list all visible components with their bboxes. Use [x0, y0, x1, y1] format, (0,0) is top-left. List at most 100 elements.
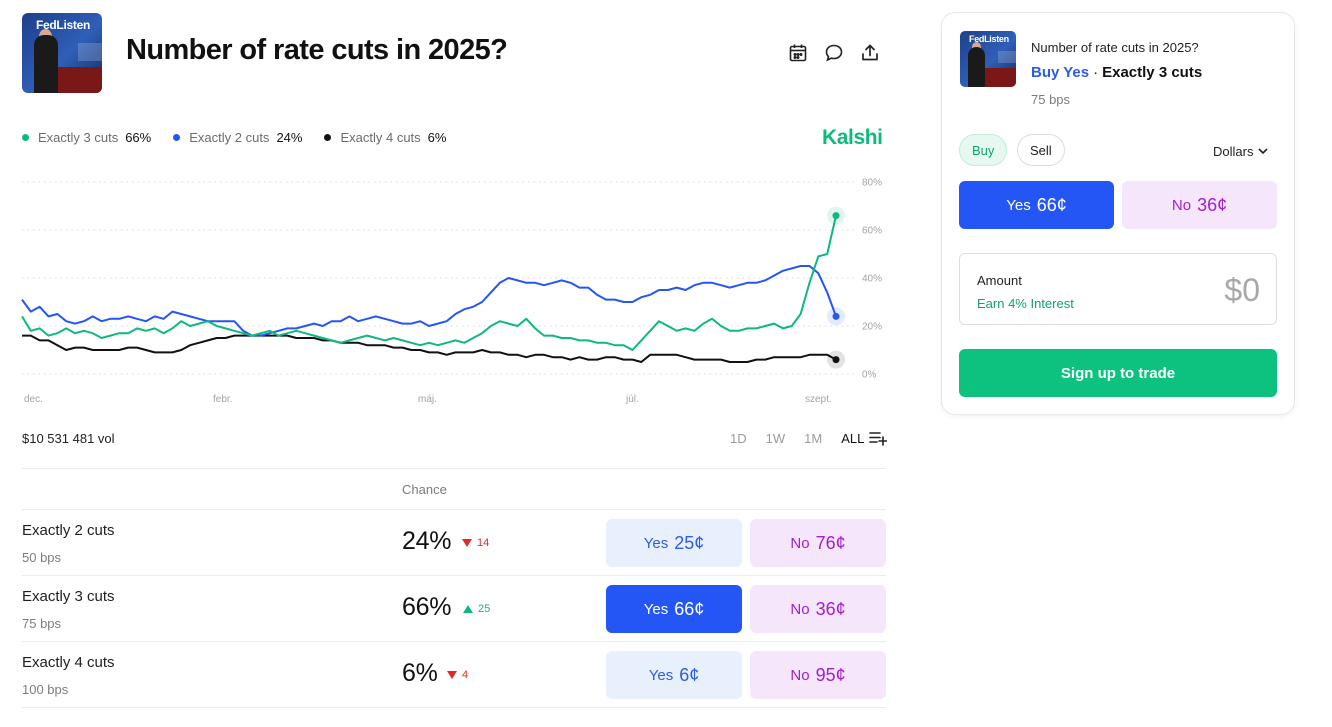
sign-up-button[interactable]: Sign up to trade [959, 349, 1277, 397]
trade-card: FedListen Number of rate cuts in 2025? B… [941, 12, 1295, 415]
divider [22, 468, 886, 469]
outcome-chance: 6% [402, 659, 438, 687]
chance-change: 25 [463, 603, 490, 615]
price-history-chart: 80% 60% 40% 20% 0% dec. febr. máj. júl. szept. [21, 178, 882, 405]
card-outcome-bps: 75 bps [1031, 92, 1071, 107]
down-arrow-icon [462, 539, 472, 547]
yes-price: 66¢ [1036, 194, 1067, 215]
selected-outcome: Exactly 3 cuts [1102, 64, 1203, 81]
thumbnail-text: FedListen [36, 18, 90, 32]
thumbnail-backdrop [78, 43, 102, 61]
y-tick-label: 40% [862, 274, 882, 285]
yes-label: Yes [1006, 196, 1031, 214]
y-tick-label: 60% [862, 226, 882, 237]
selected-side: Buy Yes [1031, 64, 1090, 81]
y-tick-label: 80% [862, 178, 882, 189]
outcome-bps: 75 bps [22, 616, 62, 631]
card-market-title: Number of rate cuts in 2025? [1031, 40, 1199, 55]
buy-no-button[interactable]: No 76¢ [750, 519, 886, 567]
legend-item-exactly-3-cuts: Exactly 3 cuts 66% [22, 130, 151, 145]
outcome-name: Exactly 4 cuts [22, 654, 115, 671]
no-label: No [790, 600, 810, 618]
amount-value: $0 [1224, 272, 1260, 308]
legend-dot [173, 134, 181, 141]
card-yes-button[interactable]: Yes 66¢ [959, 181, 1114, 229]
buy-no-button[interactable]: No 95¢ [750, 651, 886, 699]
comment-icon[interactable] [823, 42, 845, 64]
currency-dropdown[interactable]: Dollars [1213, 144, 1269, 159]
legend-value: 66% [125, 130, 152, 145]
legend-dot [324, 134, 332, 141]
series-endpoint-dot [832, 212, 840, 220]
thumbnail-speaker [968, 47, 985, 87]
outcome-chance: 66% [402, 593, 452, 621]
share-icon[interactable] [859, 42, 881, 64]
buy-yes-button[interactable]: Yes 6¢ [606, 651, 742, 699]
amount-label: Amount [977, 273, 1022, 288]
legend-label: Exactly 3 cuts [38, 130, 119, 145]
thumbnail-text: FedListen [969, 34, 1009, 44]
chance-change-value: 4 [462, 669, 469, 681]
series-endpoint-dot [832, 312, 840, 320]
legend-label: Exactly 2 cuts [189, 130, 270, 145]
chance-column-header: Chance [402, 482, 447, 497]
x-tick-label: dec. [24, 394, 43, 405]
chance-change: 14 [462, 537, 489, 549]
outcome-bps: 100 bps [22, 682, 69, 697]
outcome-chance: 24% [402, 527, 452, 555]
buy-tab[interactable]: Buy [959, 134, 1008, 166]
x-tick-label: máj. [418, 394, 437, 405]
divider [22, 575, 886, 576]
range-1d-button[interactable]: 1D [730, 431, 747, 446]
range-all-button[interactable]: ALL [841, 431, 865, 446]
no-price: 36¢ [815, 598, 846, 619]
outcome-row-exactly-3-cuts[interactable]: Exactly 3 cuts 75 bps 66% 25 Yes 66¢ No … [22, 576, 886, 642]
yes-price: 66¢ [674, 598, 705, 619]
series-endpoint-dot [832, 356, 840, 364]
buy-yes-button[interactable]: Yes 66¢ [606, 585, 742, 633]
kalshi-logo: Kalshi [822, 126, 883, 149]
no-label: No [790, 534, 810, 552]
yes-label: Yes [643, 534, 669, 552]
y-tick-label: 20% [862, 322, 882, 333]
outcome-name: Exactly 2 cuts [22, 522, 115, 539]
up-arrow-icon [463, 605, 473, 613]
divider [22, 707, 886, 708]
chevron-down-icon [1258, 148, 1269, 155]
range-1w-button[interactable]: 1W [765, 431, 786, 446]
range-1m-button[interactable]: 1M [804, 431, 823, 446]
calendar-icon[interactable] [787, 42, 809, 64]
divider [22, 641, 886, 642]
currency-label: Dollars [1213, 144, 1254, 159]
sell-tab[interactable]: Sell [1017, 134, 1065, 166]
thumbnail-speaker [34, 35, 58, 93]
series-line-exactly-3-cuts [21, 215, 837, 351]
no-price: 76¢ [815, 532, 846, 553]
card-no-button[interactable]: No 36¢ [1122, 181, 1277, 229]
chance-change-value: 14 [477, 537, 490, 549]
legend-value: 6% [427, 130, 447, 145]
yes-price: 6¢ [679, 664, 700, 685]
outcome-row-exactly-2-cuts[interactable]: Exactly 2 cuts 50 bps 24% 14 Yes 25¢ No … [22, 510, 886, 576]
market-thumbnail: FedListen [22, 13, 102, 93]
yes-label: Yes [643, 600, 669, 618]
buy-no-button[interactable]: No 36¢ [750, 585, 886, 633]
volume-label: $10 531 481 vol [22, 431, 115, 446]
legend-label: Exactly 4 cuts [340, 130, 421, 145]
x-tick-label: szept. [805, 394, 832, 405]
interest-label: Earn 4% Interest [977, 296, 1074, 311]
legend-item-exactly-2-cuts: Exactly 2 cuts 24% [173, 130, 302, 145]
thumbnail-backdrop [998, 51, 1016, 63]
no-price: 36¢ [1197, 194, 1228, 215]
y-tick-label: 0% [862, 370, 877, 381]
buy-yes-button[interactable]: Yes 25¢ [606, 519, 742, 567]
yes-price: 25¢ [674, 532, 705, 553]
chart-legend: Exactly 3 cuts 66% Exactly 2 cuts 24% Ex… [22, 130, 446, 145]
chance-change-value: 25 [478, 603, 491, 615]
chart-settings-icon[interactable] [869, 430, 888, 446]
x-tick-label: febr. [213, 394, 232, 405]
legend-value: 24% [276, 130, 303, 145]
amount-field[interactable]: Amount Earn 4% Interest $0 [959, 253, 1277, 325]
outcome-name: Exactly 3 cuts [22, 588, 115, 605]
outcome-row-exactly-4-cuts[interactable]: Exactly 4 cuts 100 bps 6% 4 Yes 6¢ No 95… [22, 642, 886, 708]
